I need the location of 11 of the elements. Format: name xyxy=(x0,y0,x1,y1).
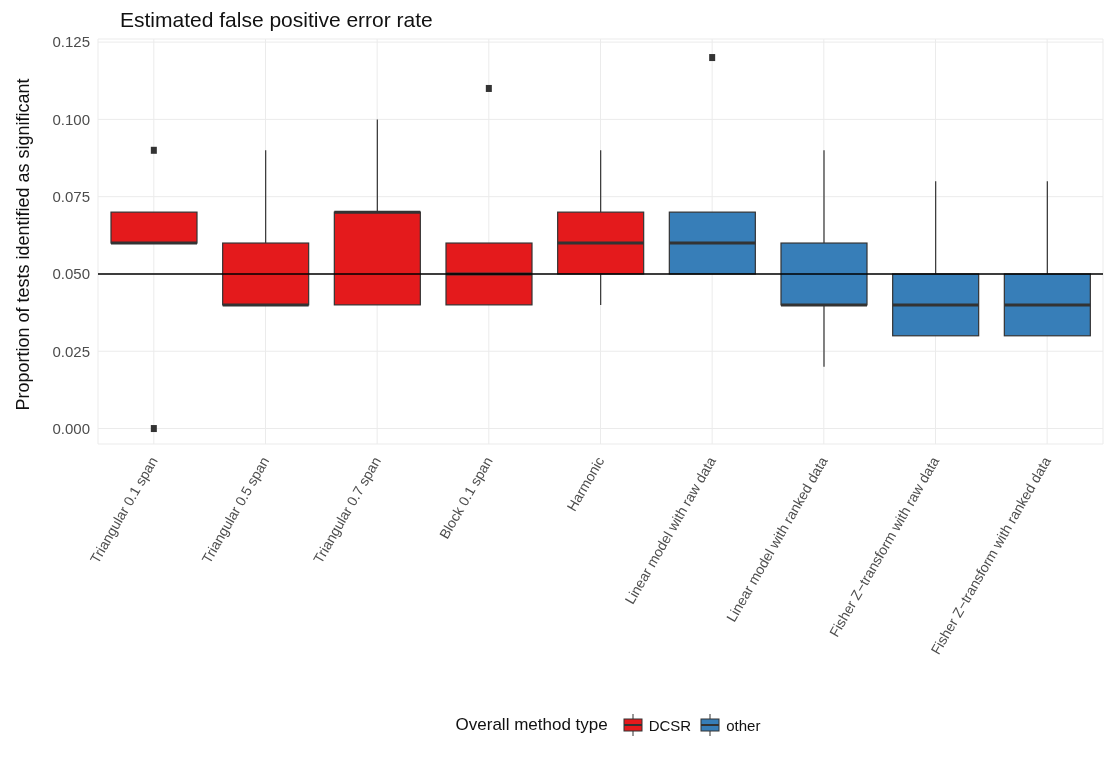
legend-label: other xyxy=(726,716,761,734)
y-tick-label: 0.100 xyxy=(52,110,90,128)
y-tick-label: 0.125 xyxy=(52,33,90,51)
legend-title: Overall method type xyxy=(455,715,608,735)
legend-label: DCSR xyxy=(648,716,692,734)
chart-title: Estimated false positive error rate xyxy=(120,8,434,32)
y-tick-label: 0.050 xyxy=(52,265,90,283)
y-tick-label: 0.075 xyxy=(52,188,90,205)
y-tick-label: 0.000 xyxy=(52,419,90,437)
y-axis-title: Proportion of tests identified as significant xyxy=(12,77,34,411)
y-tick-label: 0.025 xyxy=(52,342,90,360)
